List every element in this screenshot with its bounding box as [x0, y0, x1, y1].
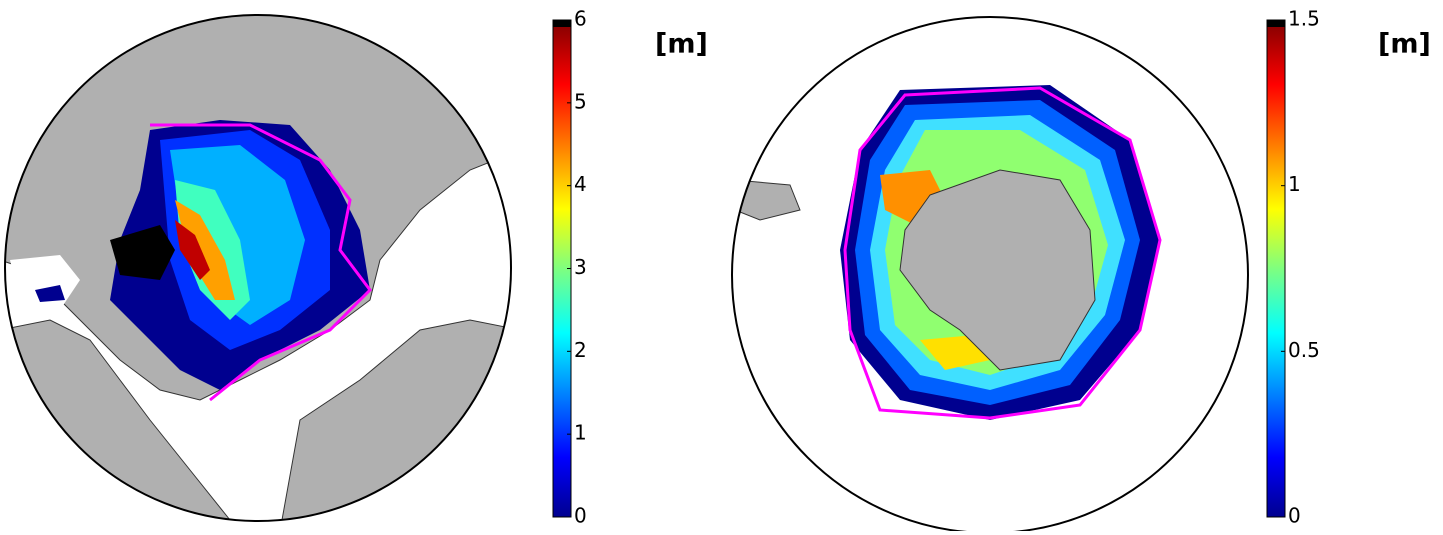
tick-label: 1 — [574, 421, 587, 445]
colorbar — [1266, 19, 1286, 518]
tick-label: 3 — [574, 255, 587, 279]
tick-label: 1 — [1288, 172, 1301, 196]
colorbar-cap — [1267, 20, 1285, 27]
tick-label: 2 — [574, 338, 587, 362]
unit-label: [m] — [655, 29, 708, 60]
arctic-map — [4, 14, 512, 522]
tick-label: 0.5 — [1288, 338, 1320, 362]
tick-label: 5 — [574, 89, 587, 113]
tick-label: 6 — [574, 7, 587, 31]
unit-label: [m] — [1378, 29, 1431, 60]
tick-label: 0 — [1288, 504, 1301, 528]
tick-label: 4 — [574, 172, 587, 196]
antarctic-map — [731, 16, 1249, 534]
tick-label: 0 — [574, 504, 587, 528]
colorbar-cap — [553, 20, 571, 27]
tick-label: 1.5 — [1288, 7, 1320, 31]
